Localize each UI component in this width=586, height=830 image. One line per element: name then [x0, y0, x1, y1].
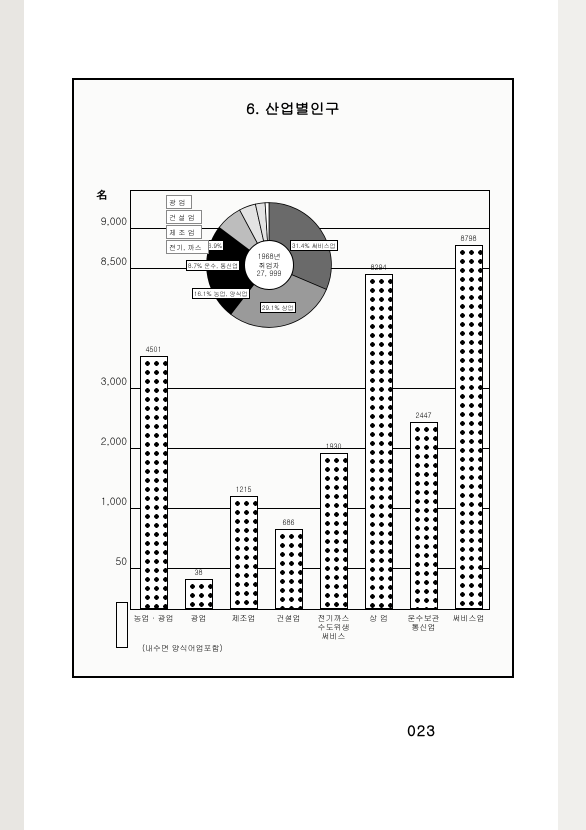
category-label: 상 업 [354, 615, 404, 624]
pie-slice-label: 29.1% 상업 [260, 302, 296, 313]
y-tick-label: 3,000 [93, 374, 127, 388]
bar [410, 422, 438, 609]
footnote: (내수면 양식어업포함) [142, 643, 223, 654]
side-strip [116, 602, 128, 648]
page-number: 023 [407, 720, 436, 741]
category-label: 운수보관 통신업 [399, 615, 449, 633]
category-label: 건설업 [264, 615, 314, 624]
y-axis-unit: 名 [96, 186, 108, 203]
y-tick-label: 8,500 [93, 254, 127, 268]
pie-legend-item: 제 조 업 [166, 225, 202, 239]
bar-value-label: 2447 [415, 410, 431, 420]
chart-title: 6. 산업별인구 [74, 98, 512, 119]
bar-value-label: 8294 [370, 262, 386, 272]
bar [455, 245, 483, 609]
chart-area: 名 9,000 8,500 3,000 2,000 1,000 50 4501 농업 · 광업… [96, 140, 494, 660]
category-label: 써비스업 [444, 615, 494, 624]
bar-value-label: 4501 [145, 344, 161, 354]
document-frame: 6. 산업별인구 名 9,000 8,500 3,000 2,000 1,000 50 45… [72, 78, 514, 678]
pie-slice-label: 6.9% [206, 240, 224, 251]
pie-legend-item: 건 설 업 [166, 210, 202, 224]
category-label: 전기까스 수도위생 써비스 [309, 615, 359, 641]
category-label: 제조업 [219, 615, 269, 624]
bar-value-label: 686 [282, 517, 294, 527]
y-tick-label: 1,000 [93, 494, 127, 508]
pie-center-line: 27, 999 [245, 269, 293, 277]
pie-chart: 1968년 취업자 27, 999 31.4% 써비스업29.1% 상업16.1… [204, 200, 334, 330]
pie-slice-label: 8.7% 운수, 통신업 [186, 260, 240, 271]
gridline [131, 388, 489, 389]
pie-slice-label: 31.4% 써비스업 [290, 240, 338, 251]
pie-legend-item: 전기, 까스 [166, 240, 209, 254]
category-label: 광업 [174, 615, 224, 624]
bar [140, 356, 168, 609]
bar-value-label: 1930 [325, 441, 341, 451]
bar-value-label: 8798 [460, 233, 476, 243]
category-label: 농업 · 광업 [129, 615, 179, 624]
y-tick-label: 9,000 [93, 214, 127, 228]
bar [365, 274, 393, 610]
bar-value-label: 38 [194, 567, 202, 577]
y-tick-label: 50 [93, 554, 127, 568]
pie-slice-label: 16.1% 농업, 양식업 [192, 288, 250, 299]
bar [275, 529, 303, 609]
bar [320, 453, 348, 609]
bar [185, 579, 213, 609]
bar [230, 496, 258, 609]
pie-legend-item: 광 업 [166, 195, 192, 209]
bar-value-label: 1215 [235, 484, 251, 494]
y-tick-label: 2,000 [93, 434, 127, 448]
pie-center: 1968년 취업자 27, 999 [244, 240, 294, 290]
